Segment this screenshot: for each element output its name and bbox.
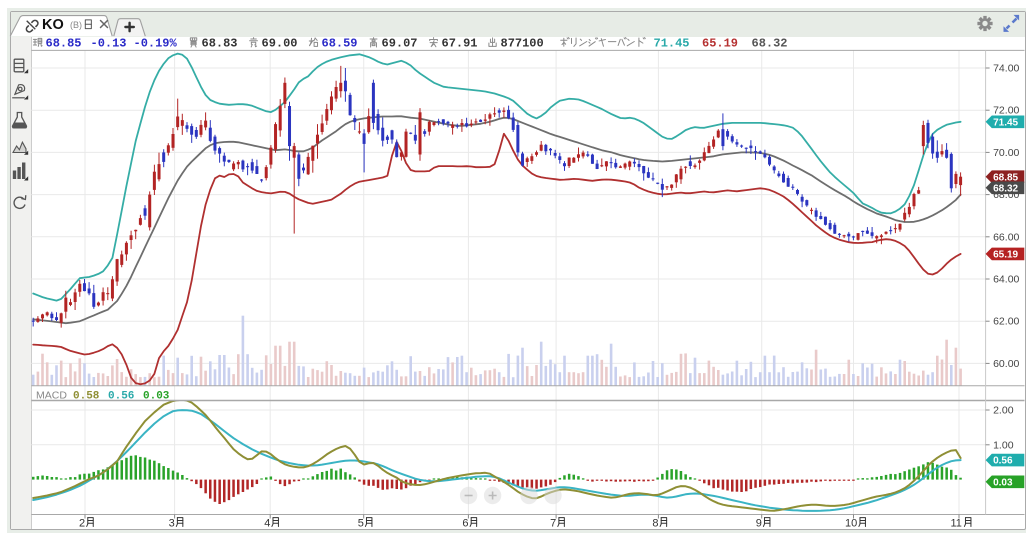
svg-text:7: 7 — [550, 518, 556, 530]
svg-text:0.56: 0.56 — [108, 390, 134, 402]
svg-text:3: 3 — [169, 518, 175, 530]
svg-text:4: 4 — [264, 518, 270, 530]
svg-text:65.19: 65.19 — [702, 37, 738, 51]
svg-text:68.83: 68.83 — [202, 37, 238, 51]
svg-text:72.00: 72.00 — [993, 105, 1019, 117]
svg-text:10: 10 — [845, 518, 857, 530]
svg-text:66.00: 66.00 — [993, 231, 1019, 243]
svg-text:0.03: 0.03 — [143, 390, 170, 402]
svg-text:65.19: 65.19 — [993, 250, 1018, 261]
svg-text:0.03: 0.03 — [993, 477, 1013, 488]
svg-text:68.85: 68.85 — [993, 172, 1018, 183]
svg-text:0.56: 0.56 — [993, 456, 1013, 467]
svg-text:64.00: 64.00 — [993, 274, 1019, 286]
svg-text:5: 5 — [358, 518, 364, 530]
svg-text:-0.13: -0.13 — [91, 37, 127, 51]
svg-text:6: 6 — [462, 518, 468, 530]
svg-text:2: 2 — [79, 518, 85, 530]
svg-text:74.00: 74.00 — [993, 63, 1019, 75]
svg-text:71.45: 71.45 — [993, 117, 1018, 128]
svg-text:68.85: 68.85 — [46, 37, 82, 51]
svg-text:0.58: 0.58 — [73, 390, 100, 402]
svg-text:11: 11 — [951, 518, 962, 530]
svg-text:68.32: 68.32 — [752, 37, 788, 51]
svg-text:60.00: 60.00 — [993, 358, 1019, 370]
svg-text:62.00: 62.00 — [993, 316, 1019, 328]
svg-text:1.00: 1.00 — [993, 439, 1014, 451]
svg-text:67.91: 67.91 — [442, 37, 478, 51]
svg-text:877100: 877100 — [501, 37, 544, 51]
svg-text:8: 8 — [652, 518, 658, 530]
svg-text:-0.19%: -0.19% — [134, 37, 178, 51]
svg-text:69.00: 69.00 — [262, 37, 298, 51]
svg-text:71.45: 71.45 — [654, 37, 690, 51]
svg-text:69.07: 69.07 — [382, 37, 418, 51]
svg-text:MACD: MACD — [36, 389, 67, 401]
svg-text:70.00: 70.00 — [993, 147, 1019, 159]
svg-text:9: 9 — [756, 518, 762, 530]
svg-text:68.32: 68.32 — [993, 183, 1018, 194]
svg-text:KO: KO — [42, 17, 64, 33]
svg-text:2.00: 2.00 — [993, 405, 1014, 417]
svg-text:68.59: 68.59 — [322, 37, 358, 51]
svg-text:(B): (B) — [70, 20, 82, 30]
